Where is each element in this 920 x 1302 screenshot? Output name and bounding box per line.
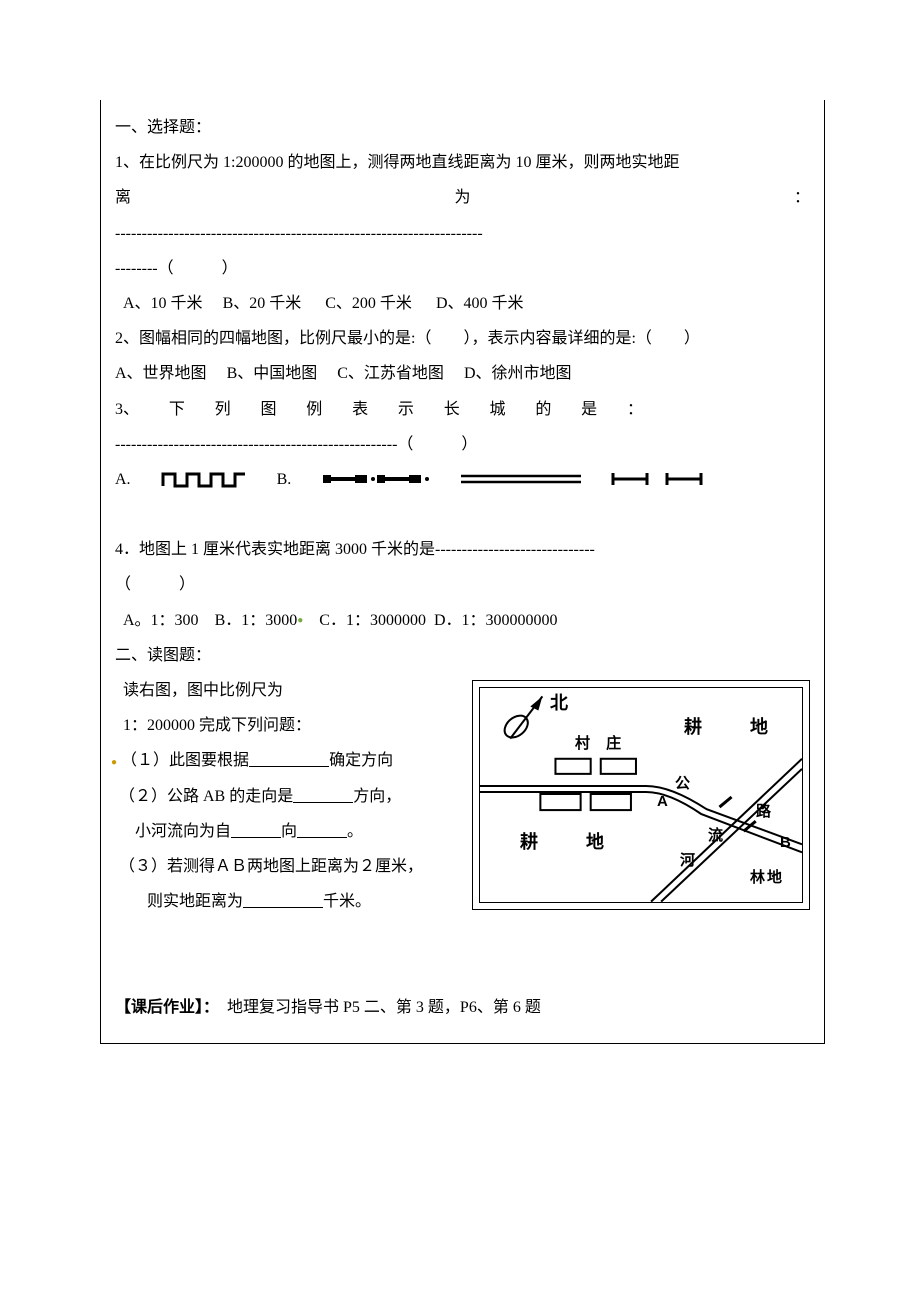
- q4-stem: 4．地图上 1 厘米代表实地距离 3000 千米的是--------------…: [115, 532, 810, 567]
- s2-l2-text: 1：200000 完成下列问题：: [123, 717, 311, 734]
- q4-opt-a: A。1：300: [123, 603, 199, 638]
- q2-opt-b: B、中国地图: [227, 356, 318, 391]
- s2-q3-line2: 则实地距离为 千米。: [115, 884, 485, 919]
- q1-opt-d: D、400 千米: [436, 286, 524, 321]
- map-farmland-top: 耕 地: [684, 718, 772, 736]
- q1-dash: ----------------------------------------…: [115, 216, 810, 251]
- map-inner: 北 耕 地 村 庄 公 路 A B 耕 地 流 河 林地: [479, 687, 803, 903]
- q2-opt-a: A、世界地图: [115, 356, 207, 391]
- q1-dash2: --------（ ）: [115, 251, 810, 286]
- q4-options: A。1：300 B．1：3000● C．1：3000000 D．1：300000…: [115, 603, 810, 638]
- blank-direction-basis: [249, 750, 329, 767]
- map-north-label: 北: [550, 694, 572, 712]
- q2-opt-d: D、徐州市地图: [464, 356, 572, 391]
- map-river-2: 河: [680, 853, 695, 868]
- s2-q1-b: 确定方向: [329, 752, 393, 769]
- s2-q3-c: 千米。: [323, 893, 371, 910]
- s2-q2-line2: 小河流向为自 向 。: [115, 814, 485, 849]
- q4-stem-text: 4．地图上 1 厘米代表实地距离 3000 千米的是: [115, 541, 435, 558]
- blank-road-dir: [293, 786, 353, 803]
- great-wall-symbol-icon: [161, 470, 247, 488]
- s2-l1-text: 读右图，图中比例尺为: [123, 682, 283, 699]
- q3-rest: 、下列图例表示长城的是：: [123, 392, 643, 427]
- s2-l2: 1：200000 完成下列问题：: [115, 708, 485, 743]
- map-road-1: 公: [675, 776, 690, 791]
- double-line-symbol-icon: [461, 473, 581, 485]
- q2-stem: 2、图幅相同的四幅地图，比例尺最小的是:（ ），表示内容最详细的是:（ ）: [115, 321, 810, 356]
- q4-opt-b: B．1：3000: [215, 603, 298, 638]
- q2-options: A、世界地图 B、中国地图 C、江苏省地图 D、徐州市地图: [115, 356, 810, 391]
- hw-label: 【课后作业】：: [115, 999, 211, 1016]
- q4-paren: （ ）: [115, 567, 810, 602]
- q1-stem2-mid: 为: [454, 180, 470, 215]
- section2-title: 二、读图题：: [115, 638, 810, 673]
- s2-q2-line1: （２）公路 AB 的走向是 方向，: [115, 779, 485, 814]
- boundary-symbol-icon: [611, 471, 707, 487]
- s2-q3-line1: （３）若测得ＡＢ两地图上距离为２厘米，: [115, 849, 485, 884]
- q1-stem2-left: 离: [115, 180, 131, 215]
- q1-opt-c: C、200 千米: [325, 286, 412, 321]
- blank-river-to: [297, 821, 347, 838]
- homework-line: 【课后作业】： 地理复习指导书 P5 二、第 3 题，P6、第 6 题: [115, 990, 810, 1025]
- s2-q2-d: 向: [281, 823, 297, 840]
- map-road-2: 路: [756, 804, 771, 819]
- map-B: B: [780, 835, 791, 850]
- s2-q3-b: 则实地距离为: [147, 893, 243, 910]
- q4-dash: ------------------------------: [435, 541, 595, 558]
- q1-stem2: 离 为 ：: [115, 180, 810, 215]
- s2-q2-c: 小河流向为自: [135, 823, 231, 840]
- map-river-1: 流: [708, 828, 723, 843]
- s2-q1: ●（１）此图要根据确定方向: [115, 743, 485, 778]
- q3-a-label: A.: [115, 462, 131, 497]
- s2-l1: 读右图，图中比例尺为: [115, 673, 485, 708]
- section1-title: 一、选择题：: [115, 110, 810, 145]
- q3-stem: 3、下列图例表示长城的是：: [115, 392, 810, 427]
- q1-stem2-right: ：: [794, 180, 810, 215]
- map-outer-border: 北 耕 地 村 庄 公 路 A B 耕 地 流 河 林地: [472, 680, 810, 910]
- map-A: A: [657, 794, 668, 809]
- s2-q3-a: （３）若测得ＡＢ两地图上距离为２厘米，: [119, 858, 423, 875]
- s2-q2-a: （２）公路 AB 的走向是: [119, 788, 293, 805]
- map-village: 村 庄: [575, 736, 627, 751]
- hw-text: 地理复习指导书 P5 二、第 3 题，P6、第 6 题: [211, 999, 541, 1016]
- q1-options: A、10 千米 B、20 千米 C、200 千米 D、400 千米: [115, 286, 810, 321]
- q1-stem: 1、在比例尺为 1:200000 的地图上，测得两地直线距离为 10 厘米，则两…: [115, 145, 810, 180]
- green-dot-icon: ●: [297, 610, 303, 632]
- section2-left: 读右图，图中比例尺为 1：200000 完成下列问题： ●（１）此图要根据确定方…: [115, 673, 485, 919]
- orange-dot-icon: ●: [111, 757, 117, 768]
- s2-q1-a: （１）此图要根据: [121, 752, 249, 769]
- q4-opt-c: C．1：3000000: [319, 603, 426, 638]
- q2-opt-c: C、江苏省地图: [337, 356, 444, 391]
- north-arrow-icon: [500, 696, 542, 742]
- blank-river-from: [231, 821, 281, 838]
- q3-dash: ----------------------------------------…: [115, 427, 810, 462]
- s2-q2-e: 。: [347, 823, 363, 840]
- q1-opt-b: B、20 千米: [223, 286, 302, 321]
- q3-prefix: 3: [115, 401, 123, 418]
- railway-symbol-icon: [321, 470, 431, 488]
- map-figure: 北 耕 地 村 庄 公 路 A B 耕 地 流 河 林地: [472, 680, 810, 910]
- q3-symbols: A. B. C.: [115, 462, 810, 497]
- blank-distance: [243, 891, 323, 908]
- q3-b-label: B.: [277, 462, 292, 497]
- s2-q2-b: 方向，: [353, 788, 401, 805]
- map-forest: 林地: [750, 870, 784, 885]
- q4-opt-d: D．1：300000000: [434, 603, 558, 638]
- map-farmland-bottom: 耕 地: [520, 833, 608, 851]
- q1-opt-a: A、10 千米: [123, 286, 203, 321]
